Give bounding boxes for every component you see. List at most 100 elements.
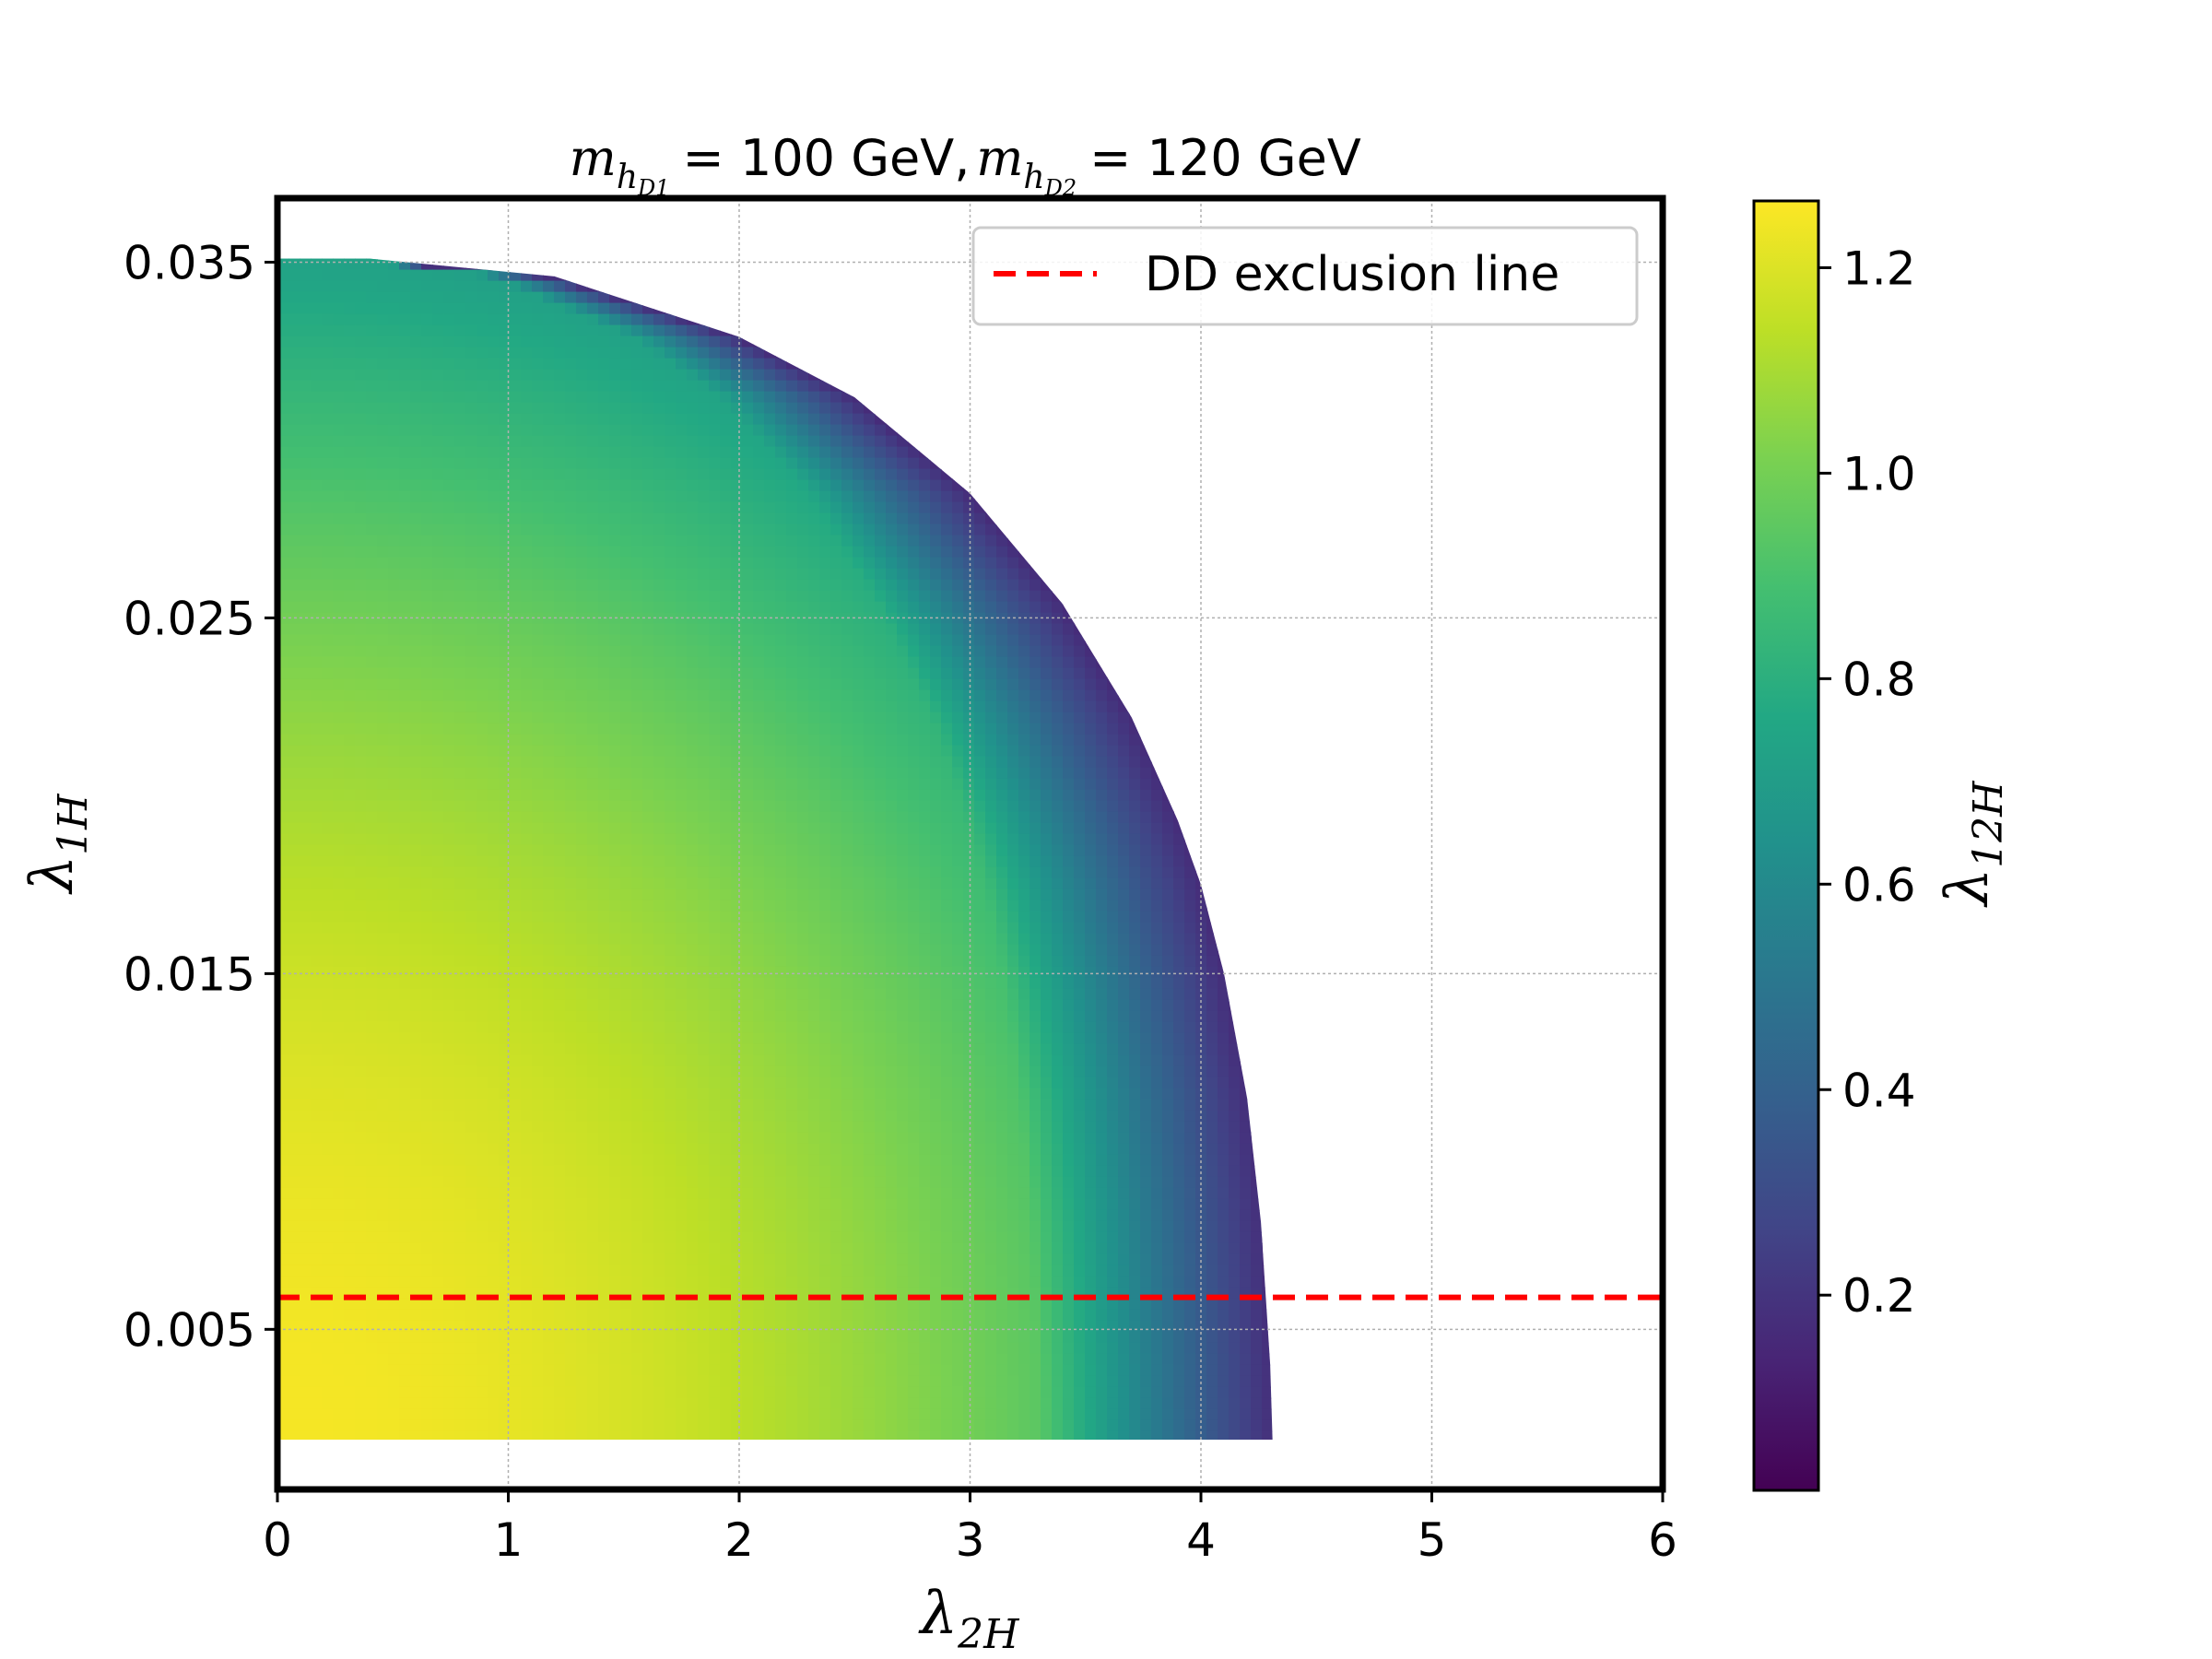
region-cell — [698, 501, 710, 514]
region-cell — [631, 811, 643, 824]
region-cell — [443, 335, 455, 348]
region-cell — [465, 479, 477, 492]
region-cell — [742, 833, 754, 846]
region-cell — [897, 402, 909, 415]
region-cell — [653, 645, 665, 658]
region-cell — [532, 734, 544, 747]
region-cell — [620, 723, 632, 735]
region-cell — [830, 501, 842, 514]
region-cell — [1118, 501, 1130, 514]
region-cell — [653, 712, 665, 724]
region-cell — [587, 844, 599, 857]
region-cell — [653, 656, 665, 669]
region-cell — [1184, 634, 1196, 647]
region-cell — [952, 645, 964, 658]
region-cell — [1162, 833, 1174, 846]
region-cell — [698, 656, 710, 669]
region-cell — [565, 700, 577, 713]
region-cell — [576, 258, 588, 271]
region-cell — [731, 457, 743, 470]
region-cell — [985, 767, 997, 780]
region-cell — [1096, 634, 1108, 647]
region-cell — [841, 712, 853, 724]
region-cell — [897, 512, 909, 525]
region-cell — [1052, 723, 1064, 735]
region-cell — [908, 280, 920, 293]
region-cell — [764, 689, 776, 702]
region-cell — [432, 391, 444, 404]
region-cell — [1041, 789, 1053, 802]
region-cell — [731, 313, 743, 326]
region-cell — [919, 767, 931, 780]
region-cell — [521, 756, 533, 769]
region-cell — [377, 712, 389, 724]
region-cell — [576, 623, 588, 636]
region-cell — [797, 778, 809, 791]
region-cell — [897, 479, 909, 492]
region-cell — [565, 335, 577, 348]
region-cell — [288, 678, 300, 691]
region-cell — [543, 302, 555, 315]
region-cell — [841, 490, 853, 503]
region-cell — [996, 656, 1008, 669]
region-cell — [355, 490, 367, 503]
region-cell — [344, 667, 356, 680]
region-cell — [731, 656, 743, 669]
region-cell — [864, 479, 876, 492]
region-cell — [355, 568, 367, 581]
region-cell — [631, 380, 643, 393]
region-cell — [753, 490, 765, 503]
region-cell — [1018, 512, 1030, 525]
region-cell — [322, 789, 334, 802]
region-cell — [974, 391, 986, 404]
region-cell — [410, 568, 422, 581]
region-cell — [443, 258, 455, 260]
region-cell — [543, 568, 555, 581]
region-cell — [698, 678, 710, 691]
region-cell — [665, 756, 677, 769]
region-cell — [1218, 369, 1230, 382]
region-cell — [963, 789, 975, 802]
region-cell — [864, 313, 876, 326]
region-cell — [1096, 778, 1108, 791]
region-cell — [731, 833, 743, 846]
region-cell — [1063, 645, 1075, 658]
region-cell — [665, 700, 677, 713]
region-cell — [952, 712, 964, 724]
region-cell — [1118, 590, 1130, 603]
region-cell — [908, 579, 920, 592]
region-cell — [399, 524, 411, 536]
region-cell — [841, 457, 853, 470]
region-cell — [985, 656, 997, 669]
region-cell — [709, 258, 721, 260]
region-cell — [620, 689, 632, 702]
region-cell — [454, 656, 466, 669]
region-cell — [1218, 435, 1230, 448]
region-cell — [488, 335, 500, 348]
region-cell — [974, 656, 986, 669]
region-cell — [797, 468, 809, 481]
region-cell — [819, 413, 831, 426]
region-cell — [1074, 468, 1086, 481]
region-cell — [665, 789, 677, 802]
region-cell — [1218, 324, 1230, 337]
region-cell — [1240, 579, 1252, 592]
region-cell — [510, 734, 522, 747]
region-cell — [1251, 822, 1263, 835]
region-cell — [941, 568, 953, 581]
region-cell — [399, 689, 411, 702]
region-cell — [620, 734, 632, 747]
region-cell — [443, 479, 455, 492]
region-cell — [1052, 678, 1064, 691]
region-cell — [996, 557, 1008, 570]
region-cell — [300, 789, 312, 802]
region-cell — [808, 767, 820, 780]
region-cell — [532, 667, 544, 680]
region-cell — [432, 358, 444, 371]
region-cell — [764, 678, 776, 691]
region-cell — [886, 568, 898, 581]
region-cell — [598, 745, 610, 758]
region-cell — [355, 590, 367, 603]
region-cell — [510, 490, 522, 503]
region-cell — [764, 324, 776, 337]
